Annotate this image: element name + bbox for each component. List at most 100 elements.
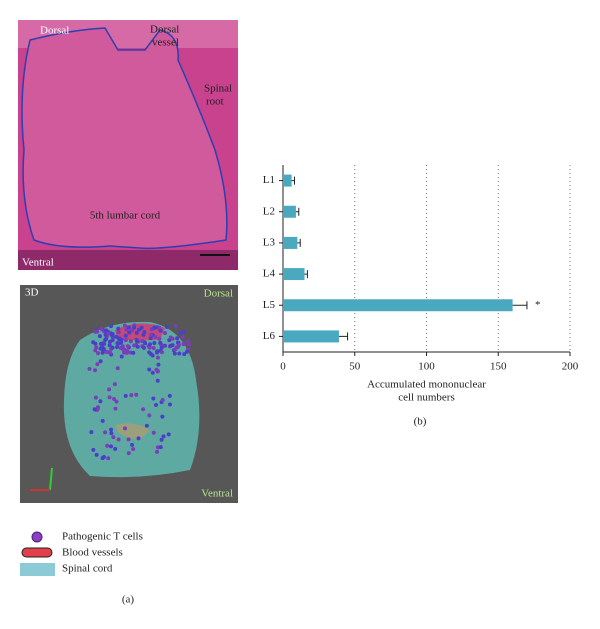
cell-dot xyxy=(120,344,125,349)
bar xyxy=(283,330,339,343)
y-tick-label: L3 xyxy=(263,236,276,248)
cell-dot xyxy=(184,349,189,354)
legend-label: Spinal cord xyxy=(62,563,113,575)
cell-dot xyxy=(176,344,181,349)
cell-dot xyxy=(121,347,126,352)
cell-dot xyxy=(140,338,145,343)
cell-dot xyxy=(125,344,130,349)
cell-dot xyxy=(175,336,180,341)
y-tick-label: L6 xyxy=(263,330,276,342)
cell-dot xyxy=(125,348,130,353)
bar xyxy=(283,268,305,281)
x-axis-label: Accumulated mononuclear xyxy=(367,379,486,391)
cell-dot xyxy=(136,436,141,441)
cell-dot xyxy=(93,395,98,400)
cell-dot xyxy=(116,330,121,335)
cell-dot xyxy=(116,437,121,442)
cell-dot xyxy=(158,445,163,450)
cell-dot xyxy=(151,345,156,350)
render-tag: 3D xyxy=(25,287,39,299)
cell-dot xyxy=(99,326,104,331)
cell-dot xyxy=(135,339,140,344)
cell-dot xyxy=(110,338,115,343)
cell-dot xyxy=(117,336,122,341)
legend-swatch xyxy=(20,563,55,576)
error-bar xyxy=(295,207,300,216)
cell-dot xyxy=(149,332,154,337)
cell-dot xyxy=(104,328,109,333)
cell-dot xyxy=(94,452,99,457)
cell-dot xyxy=(160,397,165,402)
cell-dot xyxy=(178,330,183,335)
y-tick-label: L4 xyxy=(263,268,276,280)
cell-dot xyxy=(152,340,157,345)
cell-dot xyxy=(106,456,111,461)
cell-dot xyxy=(109,324,114,329)
cell-dot xyxy=(106,331,111,336)
cell-dot xyxy=(151,396,156,401)
cell-dot xyxy=(126,437,131,442)
cell-dot xyxy=(167,393,172,398)
cell-dot xyxy=(164,325,169,330)
cell-dot xyxy=(135,344,140,349)
y-tick-label: L1 xyxy=(263,174,275,186)
cell-dot xyxy=(134,392,139,397)
cell-dot xyxy=(126,451,131,456)
cell-dot xyxy=(123,393,128,398)
cell-dot xyxy=(94,345,99,350)
panel-caption: (a) xyxy=(122,594,135,606)
cell-dot xyxy=(126,325,131,330)
render-dorsal: Dorsal xyxy=(204,288,233,300)
cell-dot xyxy=(155,378,160,383)
cell-dot xyxy=(131,350,136,355)
cell-dot xyxy=(134,330,139,335)
cell-dot xyxy=(181,329,186,334)
cell-dot xyxy=(141,345,146,350)
cell-dot xyxy=(122,323,127,328)
cell-dot xyxy=(132,325,137,330)
render-ventral: Ventral xyxy=(201,488,233,500)
cell-dot xyxy=(150,370,155,375)
cell-dot xyxy=(95,362,100,367)
cell-dot xyxy=(160,414,165,419)
cell-dot xyxy=(155,449,160,454)
cell-dot xyxy=(111,435,116,440)
cell-dot xyxy=(114,399,119,404)
cell-dot xyxy=(113,406,118,411)
cell-dot xyxy=(109,427,114,432)
cell-dot xyxy=(172,351,177,356)
cell-dot xyxy=(92,407,97,412)
cell-dot xyxy=(163,331,168,336)
cell-dot xyxy=(168,343,173,348)
label-spinal-root: Spinal xyxy=(204,83,232,95)
cell-dot xyxy=(87,366,92,371)
cell-dot xyxy=(107,395,112,400)
cell-dot xyxy=(106,350,111,355)
error-bar xyxy=(291,176,295,185)
cell-dot xyxy=(101,341,106,346)
cell-dot xyxy=(119,354,124,359)
histology-image: Dorsal Dorsal vessel Spinal root 5th lum… xyxy=(18,20,238,270)
cell-dot xyxy=(123,333,128,338)
cell-dot xyxy=(166,432,171,437)
label-ventral: Ventral xyxy=(22,257,54,269)
cell-dot xyxy=(153,403,158,408)
cell-dot xyxy=(122,426,127,431)
y-tick-label: L2 xyxy=(263,205,275,217)
ventral-band xyxy=(18,250,238,270)
cell-dot xyxy=(128,339,133,344)
cord-outline xyxy=(21,27,228,250)
cell-dot xyxy=(93,329,98,334)
label-dorsal-vessel: vessel xyxy=(152,37,179,49)
label-spinal-root: root xyxy=(206,96,224,108)
cell-dot xyxy=(168,335,173,340)
cell-dot xyxy=(123,338,128,343)
cell-dot xyxy=(182,352,187,357)
cell-dot xyxy=(95,351,100,356)
cell-dot xyxy=(98,359,103,364)
bar xyxy=(283,299,513,312)
cell-dot xyxy=(158,340,163,345)
cell-dot xyxy=(159,437,164,442)
cell-dot xyxy=(103,430,108,435)
